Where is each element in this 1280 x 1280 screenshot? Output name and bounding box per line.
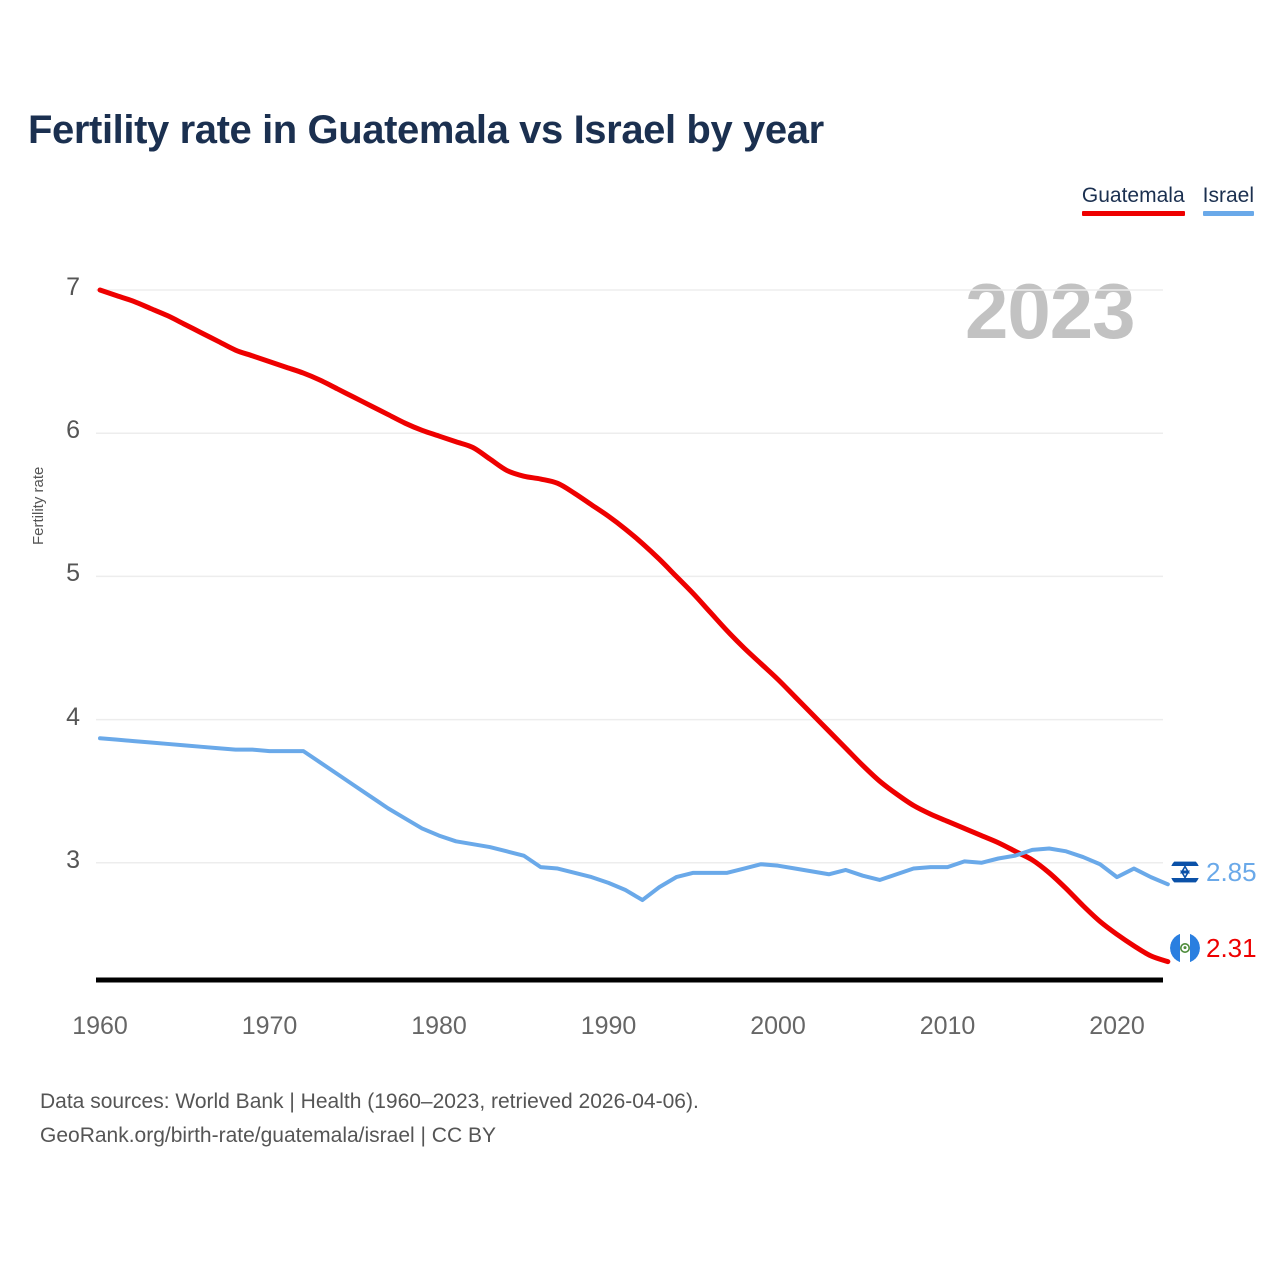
x-tick-label: 2000 <box>750 1012 806 1040</box>
guatemala-flag-icon <box>1170 933 1200 963</box>
x-tick-label: 2020 <box>1089 1012 1145 1040</box>
x-tick-label: 2010 <box>919 1012 976 1040</box>
chart-legend: Guatemala Israel <box>1081 184 1254 216</box>
legend-rule-israel <box>1202 211 1254 216</box>
legend-rule-guatemala <box>1081 211 1185 216</box>
series-line-guatemala <box>97 287 1171 965</box>
israel-endpoint-value: 2.85 <box>1206 857 1257 887</box>
y-tick-label: 5 <box>66 559 80 588</box>
legend-item-israel[interactable]: Israel <box>1202 184 1254 216</box>
legend-label-israel: Israel <box>1202 184 1254 207</box>
page-title: Fertility rate in Guatemala vs Israel by… <box>28 108 824 152</box>
x-tick-label: 1980 <box>411 1012 467 1040</box>
gridlines <box>96 289 1163 864</box>
year-watermark: 2023 <box>965 267 1136 355</box>
y-tick-label: 6 <box>66 416 80 445</box>
series-line-israel <box>98 736 1170 903</box>
footer: Data sources: World Bank | Health (1960–… <box>40 1085 699 1153</box>
israel-endpoint: 2.85 <box>1170 857 1257 887</box>
x-tick-label: 1990 <box>580 1012 637 1040</box>
series-lines <box>97 287 1171 965</box>
x-tick-label: 1960 <box>72 1012 128 1040</box>
legend-item-guatemala[interactable]: Guatemala <box>1081 184 1185 216</box>
x-tick-label: 1970 <box>241 1012 298 1040</box>
legend-label-guatemala: Guatemala <box>1081 184 1185 207</box>
israel-flag-icon <box>1170 857 1200 887</box>
y-tick-label: 4 <box>66 702 80 731</box>
guatemala-endpoint-value: 2.31 <box>1206 933 1257 963</box>
footer-line-attribution: GeoRank.org/birth-rate/guatemala/israel … <box>40 1124 496 1148</box>
y-tick-label: 7 <box>66 273 80 301</box>
footer-line-sources: Data sources: World Bank | Health (1960–… <box>40 1090 699 1113</box>
guatemala-endpoint: 2.31 <box>1170 933 1257 963</box>
y-tick-label: 3 <box>66 845 80 874</box>
